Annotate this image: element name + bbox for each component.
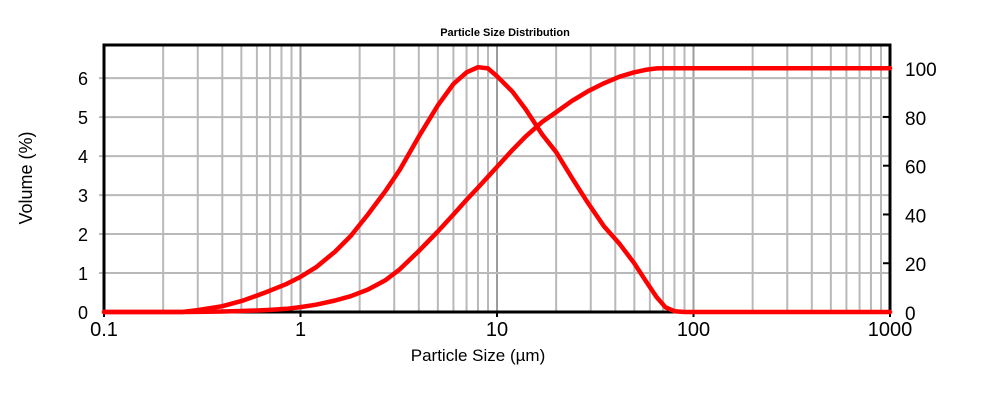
y-right-tick-label: 40 bbox=[905, 206, 926, 227]
y-left-tick-label: 4 bbox=[78, 147, 88, 167]
y-left-tick-label: 0 bbox=[78, 303, 88, 323]
y-right-tick-label: 60 bbox=[905, 158, 926, 179]
x-tick-label: 10 bbox=[486, 319, 508, 341]
y-right-tick-label: 80 bbox=[905, 109, 926, 130]
y-right-tick-label: 100 bbox=[905, 60, 937, 81]
y-axis-label: Volume (%) bbox=[16, 131, 36, 224]
y-left-tick-label: 6 bbox=[78, 69, 88, 89]
chart-title: Particle Size Distribution bbox=[440, 27, 570, 39]
y-right-tick-label: 20 bbox=[905, 255, 926, 276]
x-axis-label: Particle Size (µm) bbox=[411, 346, 545, 365]
volume-percent-curve bbox=[101, 64, 893, 315]
x-tick-label: 100 bbox=[677, 319, 710, 341]
y-left-tick-label: 2 bbox=[78, 225, 88, 245]
x-tick-label: 1 bbox=[295, 319, 306, 341]
y-right-tick-label: 0 bbox=[905, 304, 916, 325]
grid bbox=[99, 45, 890, 312]
y-left-tick-label: 5 bbox=[78, 108, 88, 128]
x-tick-label: 0.1 bbox=[90, 319, 118, 341]
cumulative-undersize-percent-curve bbox=[101, 65, 893, 315]
curves bbox=[101, 64, 893, 315]
y-left-tick-label: 3 bbox=[78, 186, 88, 206]
x-tick-label: 1000 bbox=[868, 319, 913, 341]
y-left-tick-label: 1 bbox=[78, 264, 88, 284]
